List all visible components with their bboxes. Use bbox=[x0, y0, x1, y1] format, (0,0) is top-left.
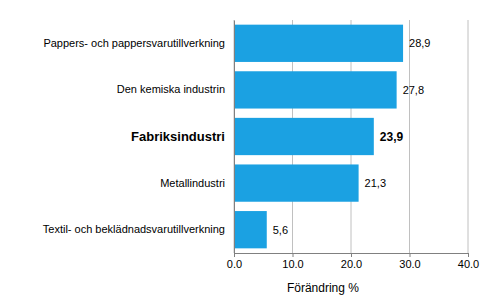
x-tick-mark bbox=[351, 253, 352, 257]
grid bbox=[234, 20, 468, 253]
y-tick-label: Textil- och beklädnadsvarutillverkning bbox=[43, 223, 225, 235]
x-tick: 20.0 bbox=[341, 253, 362, 270]
chart: 28,9 27,8 23,9 21,3 5,6 0.0 10.0 20.0 30.0 40.0 Pa… bbox=[0, 0, 485, 300]
y-tick-label: Den kemiska industrin bbox=[117, 83, 225, 95]
data-label: 27,8 bbox=[403, 84, 424, 96]
data-label: 5,6 bbox=[273, 224, 288, 236]
x-tick-label: 40.0 bbox=[458, 258, 479, 270]
x-tick-mark bbox=[293, 253, 294, 257]
x-tick-label: 20.0 bbox=[341, 258, 362, 270]
y-tick-label: Metallindustri bbox=[160, 177, 225, 189]
bar bbox=[234, 118, 374, 155]
y-axis: Pappers- och pappersvarutillverkning Den … bbox=[43, 21, 235, 254]
x-tick-mark bbox=[234, 253, 235, 257]
y-tick: Fabriksindustri bbox=[131, 129, 234, 144]
data-labels: 28,9 27,8 23,9 21,3 5,6 bbox=[273, 37, 431, 235]
y-tick-label: Pappers- och pappersvarutillverkning bbox=[43, 37, 225, 49]
bar bbox=[234, 211, 267, 248]
bar bbox=[234, 71, 397, 108]
y-tick: Pappers- och pappersvarutillverkning bbox=[43, 37, 234, 49]
x-axis-title: Förändring % bbox=[287, 281, 359, 295]
data-label: 23,9 bbox=[380, 130, 404, 144]
bar bbox=[234, 164, 359, 201]
y-tick: Metallindustri bbox=[160, 177, 234, 189]
x-tick: 30.0 bbox=[399, 253, 420, 270]
x-tick: 40.0 bbox=[458, 253, 479, 270]
x-tick-mark bbox=[410, 253, 411, 257]
y-tick: Textil- och beklädnadsvarutillverkning bbox=[43, 223, 234, 235]
x-tick-label: 10.0 bbox=[282, 258, 303, 270]
x-axis-line bbox=[235, 254, 469, 258]
y-tick: Den kemiska industrin bbox=[117, 83, 234, 95]
x-tick: 0.0 bbox=[227, 253, 242, 270]
bar bbox=[234, 25, 403, 62]
y-axis-line bbox=[234, 21, 235, 254]
x-tick-mark bbox=[468, 253, 469, 257]
data-label: 28,9 bbox=[409, 37, 430, 49]
plot: 28,9 27,8 23,9 21,3 5,6 0.0 10.0 20.0 30.0 40.0 Pa… bbox=[43, 20, 479, 270]
x-tick-label: 30.0 bbox=[399, 258, 420, 270]
x-tick-label: 0.0 bbox=[227, 258, 242, 270]
bars bbox=[234, 25, 403, 249]
data-label: 21,3 bbox=[365, 177, 386, 189]
grid-line bbox=[468, 20, 469, 253]
grid-line bbox=[409, 20, 410, 253]
x-tick: 10.0 bbox=[282, 253, 303, 270]
y-tick-label: Fabriksindustri bbox=[131, 129, 225, 144]
grid-line bbox=[234, 20, 235, 253]
x-axis: 0.0 10.0 20.0 30.0 40.0 bbox=[227, 253, 479, 270]
